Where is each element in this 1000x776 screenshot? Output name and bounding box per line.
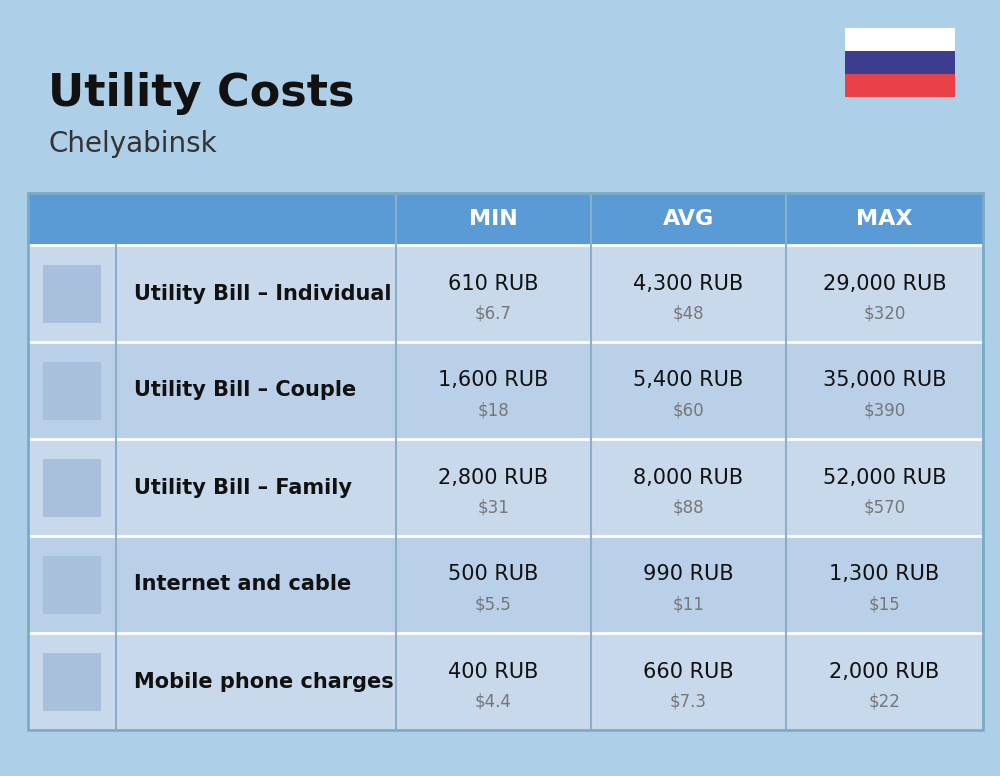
Text: 8,000 RUB: 8,000 RUB (633, 467, 744, 487)
Text: 660 RUB: 660 RUB (643, 661, 734, 681)
Text: Utility Costs: Utility Costs (48, 72, 354, 115)
Text: $390: $390 (863, 401, 906, 420)
Bar (28, 193, 983, 730)
Text: $570: $570 (863, 498, 906, 517)
Text: $31: $31 (478, 498, 509, 517)
Bar (43, 653, 101, 711)
Text: 5,400 RUB: 5,400 RUB (633, 370, 744, 390)
Bar (43, 459, 101, 517)
Bar (28, 245, 983, 342)
Text: $60: $60 (673, 401, 704, 420)
Bar (28, 536, 983, 633)
Text: Internet and cable: Internet and cable (134, 574, 351, 594)
Text: $7.3: $7.3 (670, 692, 707, 711)
Text: $18: $18 (478, 401, 509, 420)
Bar (845, 28, 955, 51)
Text: 29,000 RUB: 29,000 RUB (823, 273, 946, 293)
Text: $88: $88 (673, 498, 704, 517)
Text: 2,000 RUB: 2,000 RUB (829, 661, 940, 681)
Text: $15: $15 (869, 595, 900, 614)
Text: Mobile phone charges: Mobile phone charges (134, 671, 394, 691)
Bar (28, 342, 983, 439)
Text: 990 RUB: 990 RUB (643, 564, 734, 584)
Bar (43, 556, 101, 614)
Text: 610 RUB: 610 RUB (448, 273, 539, 293)
Bar (28, 193, 983, 245)
Bar (28, 439, 983, 536)
Text: $4.4: $4.4 (475, 692, 512, 711)
Text: MIN: MIN (469, 209, 518, 229)
Text: 52,000 RUB: 52,000 RUB (823, 467, 946, 487)
Text: $48: $48 (673, 304, 704, 323)
Text: Utility Bill – Couple: Utility Bill – Couple (134, 380, 356, 400)
Text: 1,600 RUB: 1,600 RUB (438, 370, 549, 390)
Text: 1,300 RUB: 1,300 RUB (829, 564, 940, 584)
Text: Utility Bill – Individual: Utility Bill – Individual (134, 283, 392, 303)
Text: MAX: MAX (856, 209, 913, 229)
Text: $5.5: $5.5 (475, 595, 512, 614)
Bar (845, 51, 955, 74)
Text: $11: $11 (673, 595, 704, 614)
Text: $22: $22 (869, 692, 900, 711)
Text: Chelyabinsk: Chelyabinsk (48, 130, 217, 158)
Bar (845, 74, 955, 97)
Text: $6.7: $6.7 (475, 304, 512, 323)
Bar (43, 265, 101, 323)
Text: 400 RUB: 400 RUB (448, 661, 539, 681)
Bar (28, 633, 983, 730)
Text: $320: $320 (863, 304, 906, 323)
Text: AVG: AVG (663, 209, 714, 229)
Bar (43, 362, 101, 420)
Text: Utility Bill – Family: Utility Bill – Family (134, 477, 352, 497)
Text: 35,000 RUB: 35,000 RUB (823, 370, 946, 390)
Text: 500 RUB: 500 RUB (448, 564, 539, 584)
Text: 2,800 RUB: 2,800 RUB (438, 467, 549, 487)
Text: 4,300 RUB: 4,300 RUB (633, 273, 744, 293)
